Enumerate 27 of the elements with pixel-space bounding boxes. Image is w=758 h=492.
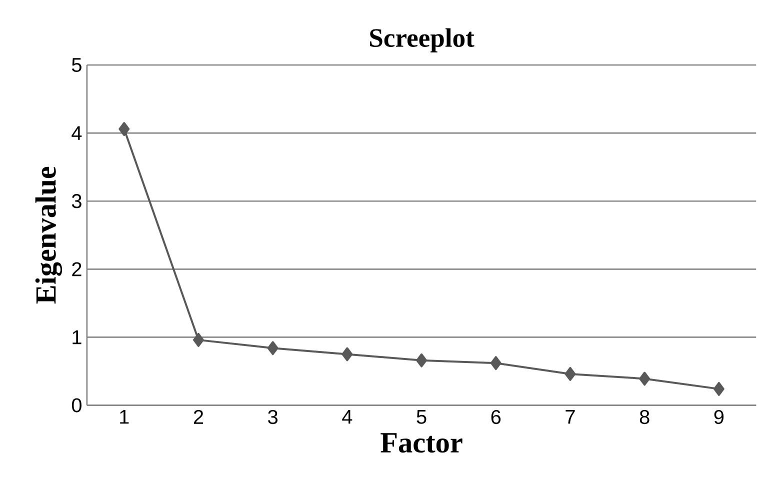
point bbox=[192, 332, 204, 347]
y-tick-label: 3 bbox=[72, 194, 82, 208]
x-tick-label: 5 bbox=[416, 410, 426, 424]
point bbox=[490, 356, 502, 370]
y-tick-label: 0 bbox=[72, 398, 82, 412]
x-tick-label: 2 bbox=[194, 410, 204, 424]
y-tick-label: 2 bbox=[72, 262, 82, 276]
x-tick-label: 6 bbox=[491, 410, 501, 424]
chart-title: Screeplot bbox=[370, 28, 474, 52]
point bbox=[416, 353, 428, 368]
x-tick-label: 9 bbox=[714, 410, 724, 424]
point bbox=[713, 382, 724, 396]
point bbox=[267, 341, 278, 355]
point bbox=[118, 122, 130, 136]
point bbox=[342, 347, 353, 362]
point bbox=[564, 366, 576, 381]
x-tick-label: 4 bbox=[342, 410, 352, 424]
x-tick-label: 7 bbox=[566, 410, 575, 424]
x-tick-label: 8 bbox=[640, 410, 650, 424]
y-tick-label: 5 bbox=[72, 58, 82, 72]
point bbox=[639, 372, 650, 386]
x-tick-label: 3 bbox=[268, 410, 278, 424]
x-tick-label: 1 bbox=[120, 410, 129, 424]
y-axis-title: Eigenvalue bbox=[35, 166, 62, 304]
x-axis-title: Factor bbox=[380, 433, 462, 453]
y-tick-label: 1 bbox=[72, 330, 82, 344]
y-tick-label: 4 bbox=[72, 126, 82, 140]
